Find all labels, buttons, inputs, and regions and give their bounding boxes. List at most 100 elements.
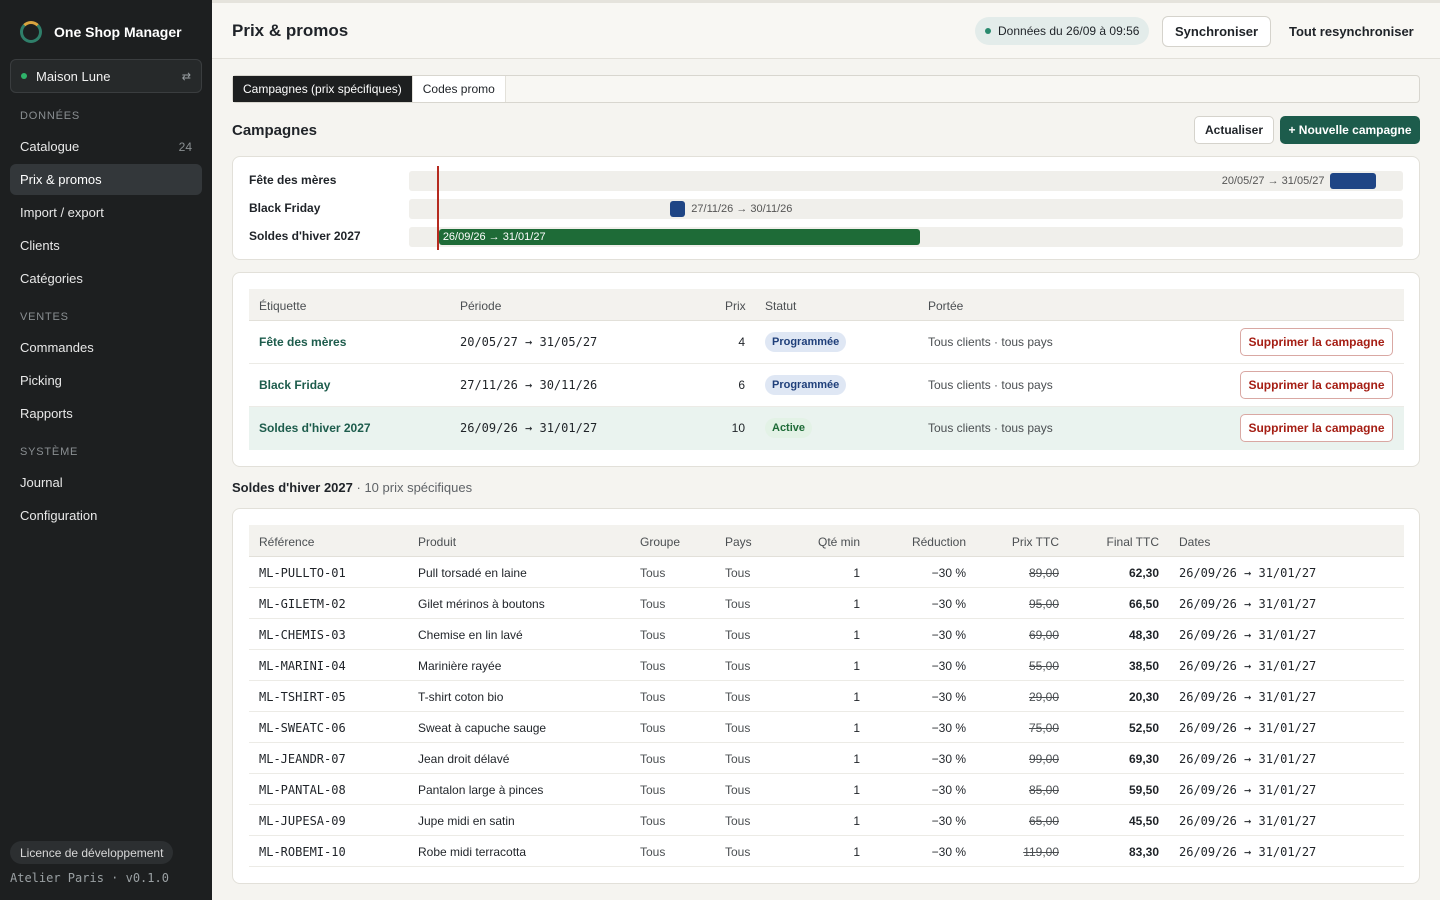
table-row[interactable]: Black Friday 27/11/26 → 30/11/26 6 Progr… (249, 364, 1404, 407)
table-row[interactable]: ML-TSHIRT-05 T-shirt coton bio Tous Tous 1 −3… (249, 681, 1404, 712)
nav-item-rapports[interactable]: Rapports (10, 398, 202, 429)
price-country: Tous (725, 752, 751, 766)
price-qty-min: 1 (853, 721, 860, 735)
timeline-track: 27/11/26 → 30/11/26 (409, 199, 1403, 219)
price-qty-min: 1 (853, 628, 860, 642)
app-name: One Shop Manager (54, 24, 182, 40)
nav-item-clients[interactable]: Clients (10, 230, 202, 261)
price-dates: 26/09/26 → 31/01/27 (1179, 659, 1317, 673)
table-row[interactable]: ML-GILETM-02 Gilet mérinos à boutons Tous T… (249, 588, 1404, 619)
tab-campagnes[interactable]: Campagnes (prix spécifiques) (233, 76, 413, 102)
campaign-label[interactable]: Soldes d'hiver 2027 (259, 421, 371, 435)
refresh-button[interactable]: Actualiser (1194, 116, 1275, 144)
price-group: Tous (640, 659, 666, 673)
campaign-label[interactable]: Fête des mères (259, 335, 347, 349)
nav-item-import-export[interactable]: Import / export (10, 197, 202, 228)
delete-campaign-button[interactable]: Supprimer la campagne (1240, 328, 1393, 356)
price-reference: ML-JUPESA-09 (259, 814, 346, 828)
price-qty-min: 1 (853, 659, 860, 673)
price-group: Tous (640, 752, 666, 766)
nav-item-label: Prix & promos (20, 172, 102, 187)
col-periode: Période (460, 299, 502, 313)
price-qty-min: 1 (853, 566, 860, 580)
price-country: Tous (725, 690, 751, 704)
sync-button[interactable]: Synchroniser (1162, 16, 1272, 47)
nav-item-label: Commandes (20, 340, 94, 355)
table-row[interactable]: Soldes d'hiver 2027 26/09/26 → 31/01/27 … (249, 407, 1404, 450)
price-reduction: −30 % (931, 721, 966, 735)
price-original: 29,00 (1028, 690, 1059, 704)
campaign-label[interactable]: Black Friday (259, 378, 331, 392)
price-final: 45,50 (1128, 814, 1159, 828)
nav-section-donnees: DONNÉES (20, 110, 80, 122)
price-original: 85,00 (1028, 783, 1059, 797)
price-group: Tous (640, 566, 666, 580)
nav-item-label: Import / export (20, 205, 104, 220)
price-country: Tous (725, 845, 751, 859)
nav-item-catalogue[interactable]: Catalogue 24 (10, 131, 202, 162)
shop-status-dot (21, 73, 27, 79)
timeline-range: 20/05/27 → 31/05/27 (1221, 175, 1325, 187)
timeline-range: 27/11/26 → 30/11/26 (691, 203, 793, 215)
price-country: Tous (725, 814, 751, 828)
new-campaign-button[interactable]: + Nouvelle campagne (1280, 116, 1420, 144)
logo-icon (20, 21, 42, 43)
price-product: Pantalon large à pinces (418, 783, 544, 797)
col-dates: Dates (1179, 535, 1211, 549)
timeline-bar[interactable]: 26/09/26 → 31/01/27 (438, 229, 920, 245)
nav-item-prix-promos[interactable]: Prix & promos (10, 164, 202, 195)
price-product: Marinière rayée (418, 659, 502, 673)
sidebar: One Shop Manager Maison Lune ⇄ DONNÉES C… (0, 0, 212, 900)
table-row[interactable]: ML-JUPESA-09 Jupe midi en satin Tous Tous 1 −… (249, 805, 1404, 836)
price-qty-min: 1 (853, 690, 860, 704)
tab-codes-promo[interactable]: Codes promo (412, 76, 506, 102)
price-reduction: −30 % (931, 814, 966, 828)
data-status-text: Données du 26/09 à 09:56 (998, 24, 1140, 38)
resync-all-button[interactable]: Tout resynchroniser (1289, 24, 1414, 39)
timeline-label: Black Friday (249, 201, 321, 215)
table-row[interactable]: ML-PANTAL-08 Pantalon large à pinces Tous T… (249, 774, 1404, 805)
table-row[interactable]: ML-ROBEMI-10 Robe midi terracotta Tous Tous… (249, 836, 1404, 867)
price-reduction: −30 % (931, 752, 966, 766)
price-final: 52,50 (1128, 721, 1159, 735)
col-prix-ttc: Prix TTC (1011, 535, 1059, 549)
timeline-bar[interactable] (1330, 173, 1377, 189)
campaign-scope: Tous clients · tous pays (928, 421, 1053, 435)
nav-item-commandes[interactable]: Commandes (10, 332, 202, 363)
campaign-scope: Tous clients · tous pays (928, 378, 1053, 392)
today-marker (437, 166, 439, 250)
page-title: Prix & promos (232, 21, 349, 40)
campaign-timeline: Fête des mères 20/05/27 → 31/05/27 Black… (232, 156, 1420, 260)
price-qty-min: 1 (853, 845, 860, 859)
nav-item-journal[interactable]: Journal (10, 467, 202, 498)
tabs: Campagnes (prix spécifiques) Codes promo (232, 75, 1420, 103)
table-row[interactable]: ML-SWEATC-06 Sweat à capuche sauge Tous Tou… (249, 712, 1404, 743)
table-row[interactable]: ML-MARINI-04 Marinière rayée Tous Tous 1 −30 … (249, 650, 1404, 681)
price-reduction: −30 % (931, 690, 966, 704)
price-qty-min: 1 (853, 814, 860, 828)
col-qte-min: Qté min (817, 535, 860, 549)
table-row[interactable]: ML-CHEMIS-03 Chemise en lin lavé Tous Tous 1… (249, 619, 1404, 650)
nav-item-configuration[interactable]: Configuration (10, 500, 202, 531)
campaign-count: 4 (738, 335, 745, 349)
price-product: Gilet mérinos à boutons (418, 597, 545, 611)
table-row[interactable]: Fête des mères 20/05/27 → 31/05/27 4 Pro… (249, 321, 1404, 364)
price-final: 83,30 (1128, 845, 1159, 859)
price-product: T-shirt coton bio (418, 690, 504, 704)
nav-item-categories[interactable]: Catégories (10, 263, 202, 294)
price-dates: 26/09/26 → 31/01/27 (1179, 628, 1317, 642)
nav-item-picking[interactable]: Picking (10, 365, 202, 396)
col-reduction: Réduction (911, 535, 966, 549)
price-dates: 26/09/26 → 31/01/27 (1179, 690, 1317, 704)
price-group: Tous (640, 721, 666, 735)
price-reference: ML-PULLTO-01 (259, 566, 346, 580)
table-row[interactable]: ML-JEANDR-07 Jean droit délavé Tous Tous 1 −3… (249, 743, 1404, 774)
timeline-bar[interactable] (670, 201, 686, 217)
price-original: 75,00 (1028, 721, 1059, 735)
shop-switcher[interactable]: Maison Lune ⇄ (10, 59, 202, 93)
delete-campaign-button[interactable]: Supprimer la campagne (1240, 414, 1393, 442)
table-row[interactable]: ML-PULLTO-01 Pull torsadé en laine Tous Tou… (249, 557, 1404, 588)
delete-campaign-button[interactable]: Supprimer la campagne (1240, 371, 1393, 399)
price-reduction: −30 % (931, 845, 966, 859)
timeline-label: Soldes d'hiver 2027 (249, 229, 361, 243)
